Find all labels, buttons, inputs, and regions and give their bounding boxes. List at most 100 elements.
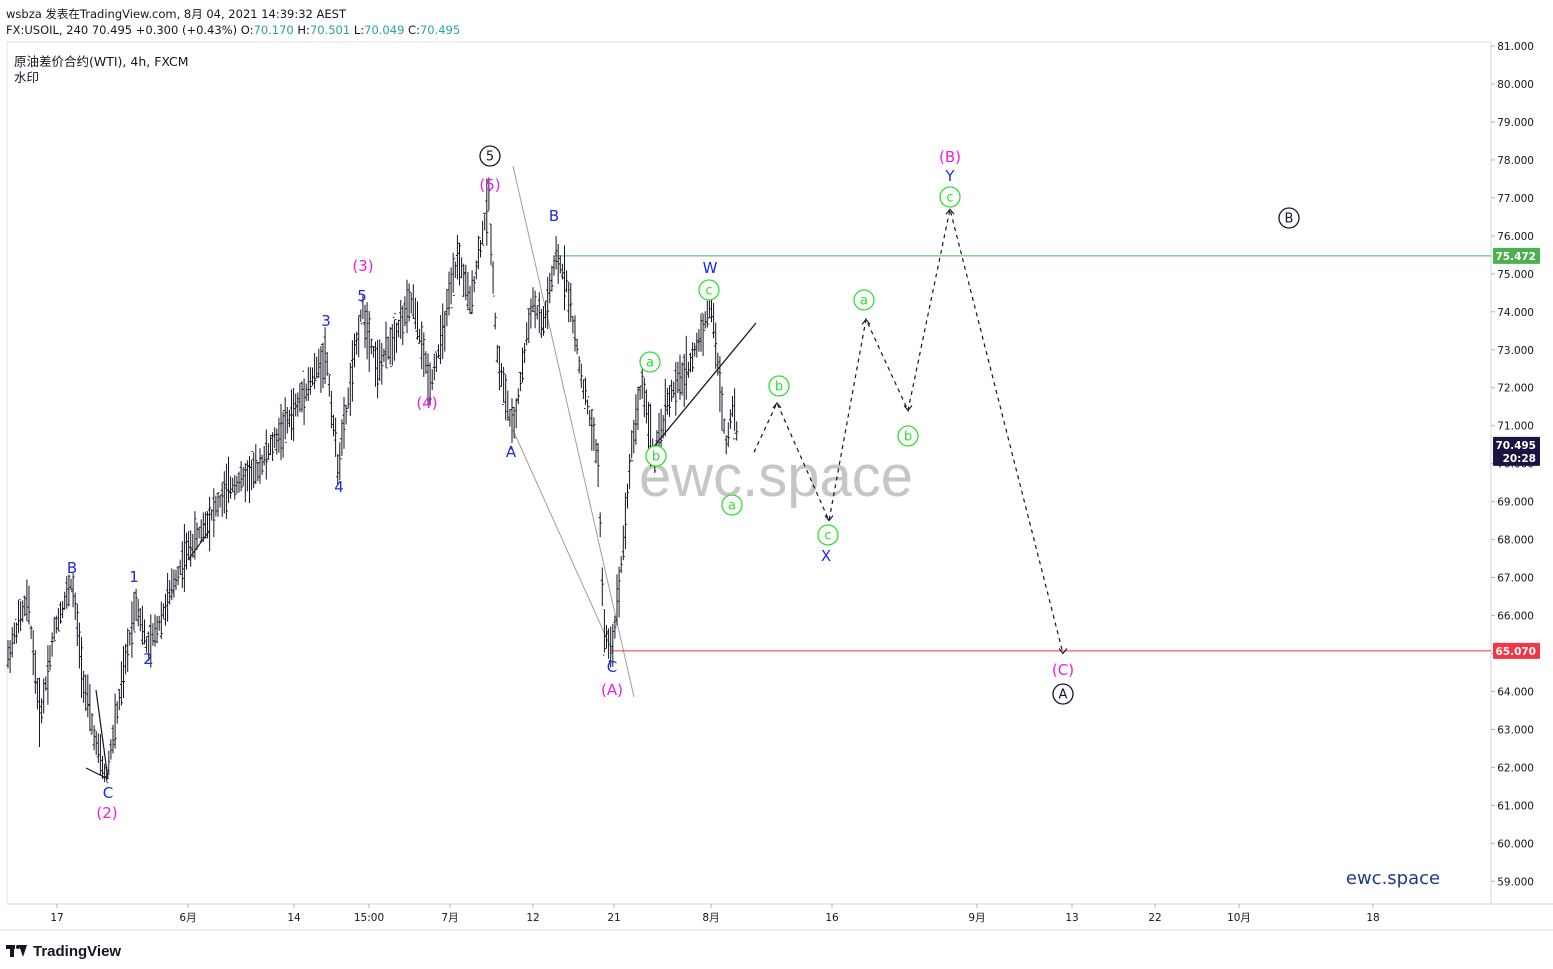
wave-label-W[interactable]: W xyxy=(703,259,718,277)
wave-label-circled-c[interactable]: c xyxy=(817,524,839,546)
y-tick-label: 74.000 xyxy=(1497,307,1534,319)
low-value: 70.049 xyxy=(364,23,405,37)
wave-label-circled-b[interactable]: b xyxy=(897,425,919,447)
x-tick-label: 13 xyxy=(1065,912,1078,924)
x-tick-label: 16 xyxy=(825,912,839,924)
wave-labels: BC(2)12345(3)(4)(5)5ABC(A)abcWabcXabcY(B… xyxy=(67,145,1300,822)
tradingview-logo[interactable]: TradingView xyxy=(6,940,121,962)
wave-label-(A)[interactable]: (A) xyxy=(601,681,623,699)
wave-label-text: A xyxy=(1059,688,1068,703)
y-tick-label: 59.000 xyxy=(1497,876,1534,888)
wave-label-A[interactable]: A xyxy=(506,443,517,461)
wave-label-(C)[interactable]: (C) xyxy=(1052,661,1074,679)
y-tick-label: 60.000 xyxy=(1497,838,1534,850)
projection-arrowhead xyxy=(824,515,834,522)
wave-label-circled-b[interactable]: b xyxy=(768,375,790,397)
x-tick-label: 22 xyxy=(1148,912,1161,924)
y-tick-label: 79.000 xyxy=(1497,117,1534,129)
wave-label-text: a xyxy=(646,356,654,371)
channel-line-lower[interactable] xyxy=(512,429,613,651)
high-label: H: xyxy=(297,23,310,37)
chart-header: wsbza 发表在TradingView.com, 8月 04, 2021 14… xyxy=(6,6,460,38)
projection-arrowhead xyxy=(861,318,871,325)
wave-label-circled-a[interactable]: a xyxy=(853,289,875,311)
wave-label-text: c xyxy=(705,284,712,299)
y-tick-label: 71.000 xyxy=(1497,421,1534,433)
wave-label-text: b xyxy=(904,430,912,445)
y-tick-label: 73.000 xyxy=(1497,345,1534,357)
wave-label-circled-c[interactable]: c xyxy=(939,186,961,208)
wave-label-circle xyxy=(817,524,839,546)
symbol-subtitle: 水印 xyxy=(14,70,40,85)
wave-label-X[interactable]: X xyxy=(821,547,831,565)
wave-label-text: c xyxy=(946,191,953,206)
projection-arrowhead xyxy=(772,402,782,409)
y-tick-label: 81.000 xyxy=(1497,41,1534,53)
plot-area[interactable] xyxy=(6,41,1492,905)
wave-label-C[interactable]: C xyxy=(103,784,113,802)
y-tick-label: 64.000 xyxy=(1497,686,1534,698)
wave-label-circle xyxy=(897,425,919,447)
wave-label-(2)[interactable]: (2) xyxy=(96,804,117,822)
wave-label-circled-A[interactable]: A xyxy=(1052,683,1074,705)
wave-label-3[interactable]: 3 xyxy=(321,312,331,330)
level-tag-lower-text: 65.070 xyxy=(1495,646,1536,658)
wave-label-circled-a[interactable]: a xyxy=(639,351,661,373)
wave-label-2[interactable]: 2 xyxy=(143,650,153,668)
triangle-line-2[interactable] xyxy=(95,689,109,780)
x-tick-label: 8月 xyxy=(702,912,719,924)
x-tick-label: 18 xyxy=(1366,912,1379,924)
price-bars xyxy=(6,177,739,784)
y-tick-label: 68.000 xyxy=(1497,535,1534,547)
wave-label-circled-b[interactable]: b xyxy=(645,445,667,467)
y-tick-label: 72.000 xyxy=(1497,383,1534,395)
x-tick-label: 14 xyxy=(287,912,301,924)
wave-label-4[interactable]: 4 xyxy=(334,478,344,496)
high-value: 70.501 xyxy=(309,23,351,37)
x-tick-label: 12 xyxy=(526,912,539,924)
wave-label-text: a xyxy=(728,499,736,514)
wave-label-circle xyxy=(1052,683,1074,705)
wave-label-circled-B[interactable]: B xyxy=(1278,207,1300,229)
wave-label-C[interactable]: C xyxy=(607,658,617,676)
wave-label-B[interactable]: B xyxy=(67,559,77,577)
open-value: 70.170 xyxy=(253,23,294,37)
x-tick-label: 10月 xyxy=(1227,912,1251,924)
wave-label-5[interactable]: 5 xyxy=(357,287,367,305)
wave-label-(5)[interactable]: (5) xyxy=(479,176,500,194)
x-tick-label: 21 xyxy=(607,912,620,924)
wave-label-Y[interactable]: Y xyxy=(944,167,955,185)
last-price-tag-bg xyxy=(1493,436,1540,466)
x-tick-label: 6月 xyxy=(179,912,196,924)
wave-label-circled-a[interactable]: a xyxy=(721,494,743,516)
wave-label-(4)[interactable]: (4) xyxy=(416,394,437,412)
y-tick-label: 63.000 xyxy=(1497,724,1534,736)
brand-text: ewc.space xyxy=(1346,868,1440,889)
wave-label-circle xyxy=(1278,207,1300,229)
level-tag-upper-bg xyxy=(1493,247,1540,264)
price-change: +0.300 (+0.43%) xyxy=(135,23,238,37)
x-tick-label: 9月 xyxy=(968,912,985,924)
wave-label-text: b xyxy=(775,380,783,395)
tradingview-logo-text: TradingView xyxy=(33,942,122,960)
wave-label-(3)[interactable]: (3) xyxy=(352,257,373,275)
y-tick-label: 75.000 xyxy=(1497,269,1534,281)
y-tick-label: 78.000 xyxy=(1497,155,1534,167)
wave-label-(B)[interactable]: (B) xyxy=(939,148,961,166)
x-tick-label: 7月 xyxy=(441,912,458,924)
close-label: C: xyxy=(408,23,420,37)
wedge-trendline[interactable] xyxy=(650,322,757,451)
wave-label-text: b xyxy=(652,450,660,465)
y-tick-label: 69.000 xyxy=(1497,497,1534,509)
level-tag-lower-bg xyxy=(1493,642,1540,659)
channel-line-upper[interactable] xyxy=(512,165,635,698)
wave-label-circled-5[interactable]: 5 xyxy=(479,145,501,167)
wave-label-B[interactable]: B xyxy=(549,207,559,225)
triangle-line-3[interactable] xyxy=(187,529,211,561)
wave-label-1[interactable]: 1 xyxy=(129,568,139,586)
level-tag-upper-text: 75.472 xyxy=(1495,251,1536,263)
wave-label-circled-c[interactable]: c xyxy=(698,279,720,301)
y-tick-label: 61.000 xyxy=(1497,800,1534,812)
time-axis[interactable]: 17 6月 14 15:00 7月 12 21 8月 16 9月 13 22 10月 18 xyxy=(50,904,1380,924)
